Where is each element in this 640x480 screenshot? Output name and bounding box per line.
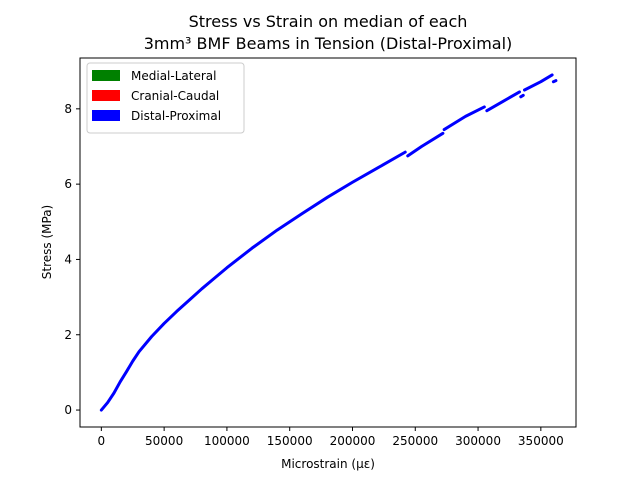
legend-label: Medial-Lateral: [131, 69, 216, 83]
y-tick-label: 0: [64, 403, 72, 417]
x-tick-label: 50000: [145, 434, 183, 448]
series-line-segment: [519, 93, 525, 99]
series-line-segment: [99, 150, 407, 412]
legend-label: Distal-Proximal: [131, 109, 221, 123]
series-line-segment: [551, 79, 558, 84]
plot-frame: [79, 57, 577, 428]
legend: Medial-Lateral Cranial-Caudal Distal-Proxi…: [86, 62, 245, 134]
series-line-segment: [523, 73, 554, 92]
y-tick-label: 2: [64, 328, 72, 342]
x-tick-label: 300000: [455, 434, 501, 448]
series-layer: [99, 73, 558, 412]
x-tick-label: 350000: [518, 434, 564, 448]
x-tick-label: 150000: [267, 434, 313, 448]
y-tick-label: 6: [64, 177, 72, 191]
legend-swatch: [92, 90, 120, 101]
legend-swatch: [92, 110, 120, 121]
legend-box: [86, 62, 245, 134]
x-axis-label: Microstrain (με): [281, 457, 375, 471]
x-tick-label: 200000: [330, 434, 376, 448]
y-tick-label: 4: [64, 252, 72, 266]
chart-title-line-1: Stress vs Strain on median of each: [189, 12, 468, 31]
y-tick-label: 8: [64, 102, 72, 116]
x-tick-label: 100000: [204, 434, 250, 448]
y-axis: 0 2 4 6 8: [64, 102, 80, 417]
legend-swatch: [92, 70, 120, 81]
plot-area: [79, 57, 577, 428]
x-tick-label: 0: [98, 434, 106, 448]
series-line-segment: [442, 105, 486, 132]
y-axis-label: Stress (MPa): [40, 205, 54, 279]
legend-label: Cranial-Caudal: [131, 89, 219, 103]
chart-title-line-2: 3mm³ BMF Beams in Tension (Distal-Proxim…: [144, 34, 513, 53]
x-tick-label: 250000: [392, 434, 438, 448]
x-axis: 0 50000 100000 150000 200000 250000 300000 3500…: [98, 427, 564, 448]
series-line-segment: [485, 90, 521, 113]
series-line-segment: [406, 131, 445, 158]
